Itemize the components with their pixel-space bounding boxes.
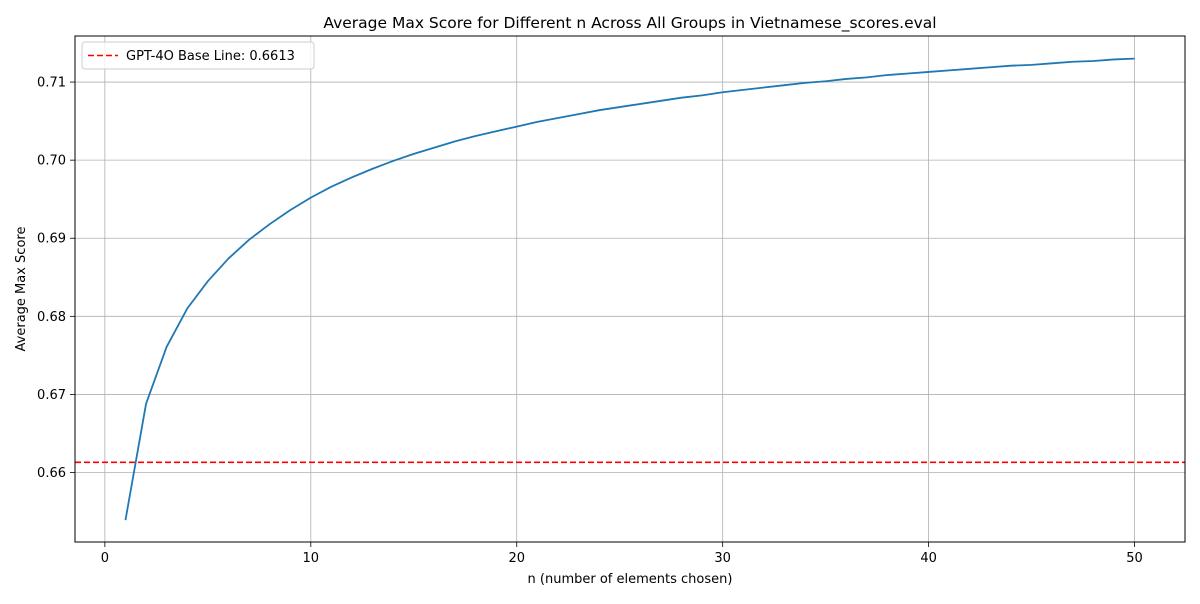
x-tick-label: 20 xyxy=(508,551,525,566)
x-tick-label: 0 xyxy=(101,551,109,566)
series-line xyxy=(124,57,1135,521)
x-tick-label: 10 xyxy=(303,551,320,566)
y-axis: 0.66 0.67 0.68 0.69 0.70 0.71 xyxy=(37,76,75,481)
y-tick-label: 0.69 xyxy=(37,232,66,247)
plot-frame xyxy=(74,35,1186,543)
x-tick-label: 40 xyxy=(920,551,937,566)
x-axis-label: n (number of elements chosen) xyxy=(528,572,733,587)
y-tick-label: 0.68 xyxy=(37,310,66,325)
chart-title: Average Max Score for Different n Across… xyxy=(323,14,936,33)
legend: GPT-4O Base Line: 0.6613 xyxy=(81,41,315,70)
y-tick-label: 0.67 xyxy=(37,388,66,403)
y-axis-label: Average Max Score xyxy=(14,227,29,352)
x-tick-label: 50 xyxy=(1126,551,1143,566)
series-layer xyxy=(124,57,1135,521)
grid xyxy=(75,36,1185,542)
x-tick-label: 30 xyxy=(714,551,731,566)
y-tick-label: 0.71 xyxy=(37,76,66,91)
y-tick-label: 0.70 xyxy=(37,154,66,169)
legend-box xyxy=(81,41,315,70)
x-axis: 0 10 20 30 40 50 xyxy=(101,542,1143,566)
y-tick-label: 0.66 xyxy=(37,466,66,481)
legend-entry-baseline: GPT-4O Base Line: 0.6613 xyxy=(126,49,295,64)
